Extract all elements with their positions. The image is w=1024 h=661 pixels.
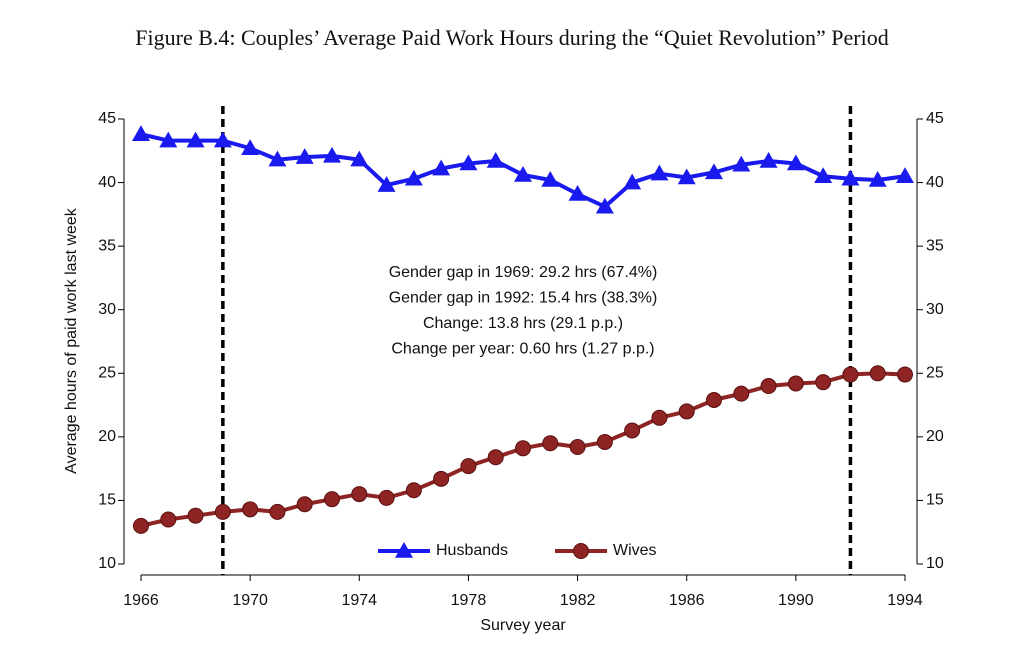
- data-point: [623, 173, 642, 190]
- data-point: [213, 131, 232, 148]
- data-point: [460, 458, 477, 475]
- data-point: [187, 507, 204, 524]
- data-point: [815, 374, 832, 391]
- data-point: [542, 435, 559, 452]
- y-tick-label-right: 20: [926, 428, 944, 445]
- data-point: [733, 385, 750, 402]
- data-point: [841, 169, 860, 186]
- data-point: [160, 511, 177, 528]
- data-point: [514, 165, 532, 182]
- data-point: [295, 148, 314, 164]
- data-point: [268, 150, 287, 167]
- data-point: [515, 440, 531, 457]
- legend-label: Wives: [613, 542, 657, 559]
- data-point: [186, 131, 205, 148]
- data-point: [324, 491, 340, 508]
- y-tick-label: 40: [98, 174, 116, 191]
- data-point: [404, 169, 423, 186]
- data-point: [842, 366, 859, 383]
- data-point: [896, 167, 914, 183]
- annotation: Gender gap in 1992: 15.4 hrs (38.3%): [389, 290, 658, 307]
- data-point: [459, 154, 478, 171]
- x-tick-label: 1994: [887, 592, 923, 609]
- data-point: [651, 409, 668, 426]
- data-point: [705, 163, 723, 180]
- data-point: [869, 365, 886, 382]
- data-point: [732, 155, 751, 172]
- data-point: [595, 197, 614, 214]
- data-point: [296, 496, 313, 513]
- data-point: [706, 391, 722, 408]
- y-tick-label: 10: [98, 555, 116, 572]
- legend-label: Husbands: [436, 542, 508, 559]
- x-axis-title: Survey year: [480, 617, 566, 634]
- data-point: [541, 171, 560, 187]
- data-point: [760, 378, 777, 394]
- x-tick-label: 1974: [341, 592, 377, 609]
- y-tick-label: 20: [98, 428, 116, 445]
- data-point: [786, 154, 805, 171]
- data-point: [487, 449, 504, 466]
- data-point: [814, 167, 833, 183]
- y-tick-label-right: 35: [926, 237, 944, 254]
- data-point: [650, 164, 669, 181]
- legend-marker: [395, 542, 413, 558]
- y-tick-label: 35: [98, 237, 116, 254]
- data-point: [377, 176, 396, 192]
- legend-marker: [573, 543, 589, 559]
- y-tick-label-right: 15: [926, 492, 944, 509]
- y-tick-label-right: 45: [926, 110, 944, 127]
- data-point: [787, 375, 804, 392]
- chart-title: Figure B.4: Couples’ Average Paid Work H…: [135, 25, 888, 50]
- y-tick-label: 15: [98, 492, 116, 509]
- data-point: [269, 503, 286, 520]
- data-point: [378, 489, 395, 506]
- annotation: Change per year: 0.60 hrs (1.27 p.p.): [391, 341, 654, 358]
- data-point: [242, 501, 259, 518]
- data-point: [759, 151, 778, 168]
- data-point: [214, 503, 231, 520]
- data-point: [432, 159, 451, 176]
- y-tick-label-right: 30: [926, 301, 944, 318]
- data-point: [486, 151, 505, 168]
- data-point: [350, 150, 369, 167]
- data-point: [624, 422, 641, 439]
- data-point: [897, 366, 913, 383]
- data-point: [323, 146, 341, 163]
- y-tick-label-right: 25: [926, 365, 944, 382]
- y-tick-label: 30: [98, 301, 116, 318]
- data-point: [677, 168, 696, 185]
- y-tick-label-right: 40: [926, 174, 944, 191]
- data-point: [868, 171, 887, 187]
- x-tick-label: 1990: [778, 592, 814, 609]
- data-point: [596, 433, 613, 450]
- data-point: [159, 131, 178, 148]
- data-point: [433, 470, 450, 487]
- data-point: [569, 439, 586, 456]
- data-point: [241, 139, 260, 155]
- data-point: [351, 486, 368, 503]
- data-point: [133, 517, 149, 534]
- annotation: Gender gap in 1969: 29.2 hrs (67.4%): [389, 264, 658, 281]
- x-tick-label: 1982: [560, 592, 596, 609]
- y-tick-label: 25: [98, 365, 116, 382]
- x-tick-label: 1970: [232, 592, 268, 609]
- y-tick-label-right: 10: [926, 555, 944, 572]
- data-point: [568, 185, 587, 201]
- data-point: [405, 482, 422, 499]
- y-tick-label: 45: [98, 110, 116, 127]
- y-axis-title: Average hours of paid work last week: [63, 207, 80, 474]
- x-tick-label: 1966: [123, 592, 159, 609]
- data-point: [132, 125, 150, 142]
- x-tick-label: 1986: [669, 592, 705, 609]
- data-point: [678, 403, 695, 420]
- x-tick-label: 1978: [451, 592, 487, 609]
- annotation: Change: 13.8 hrs (29.1 p.p.): [423, 315, 623, 332]
